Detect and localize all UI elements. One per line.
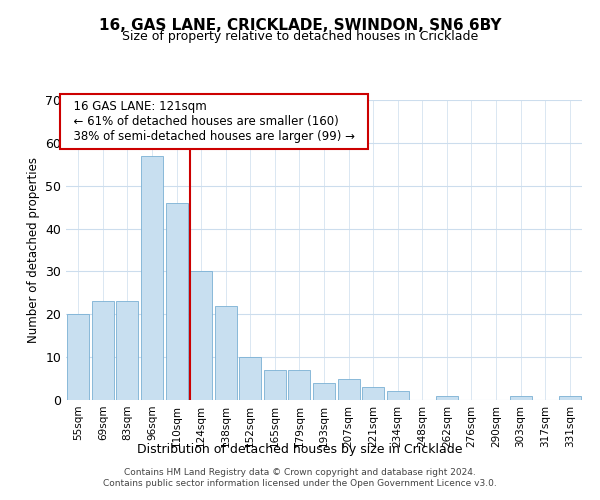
Bar	[190, 272, 212, 400]
Y-axis label: Number of detached properties: Number of detached properties	[26, 157, 40, 343]
Bar	[362, 387, 384, 400]
Text: Distribution of detached houses by size in Cricklade: Distribution of detached houses by size …	[137, 442, 463, 456]
Bar	[166, 203, 188, 400]
Bar	[92, 302, 114, 400]
Bar	[239, 357, 262, 400]
Text: 16, GAS LANE, CRICKLADE, SWINDON, SN6 6BY: 16, GAS LANE, CRICKLADE, SWINDON, SN6 6B…	[99, 18, 501, 32]
Bar	[338, 378, 359, 400]
Bar	[264, 370, 286, 400]
Bar	[436, 396, 458, 400]
Text: 16 GAS LANE: 121sqm
  ← 61% of detached houses are smaller (160)
  38% of semi-d: 16 GAS LANE: 121sqm ← 61% of detached ho…	[66, 100, 362, 143]
Bar	[215, 306, 237, 400]
Bar	[67, 314, 89, 400]
Bar	[559, 396, 581, 400]
Bar	[313, 383, 335, 400]
Bar	[141, 156, 163, 400]
Bar	[116, 302, 139, 400]
Bar	[289, 370, 310, 400]
Text: Contains HM Land Registry data © Crown copyright and database right 2024.
Contai: Contains HM Land Registry data © Crown c…	[103, 468, 497, 487]
Text: Size of property relative to detached houses in Cricklade: Size of property relative to detached ho…	[122, 30, 478, 43]
Bar	[386, 392, 409, 400]
Bar	[509, 396, 532, 400]
